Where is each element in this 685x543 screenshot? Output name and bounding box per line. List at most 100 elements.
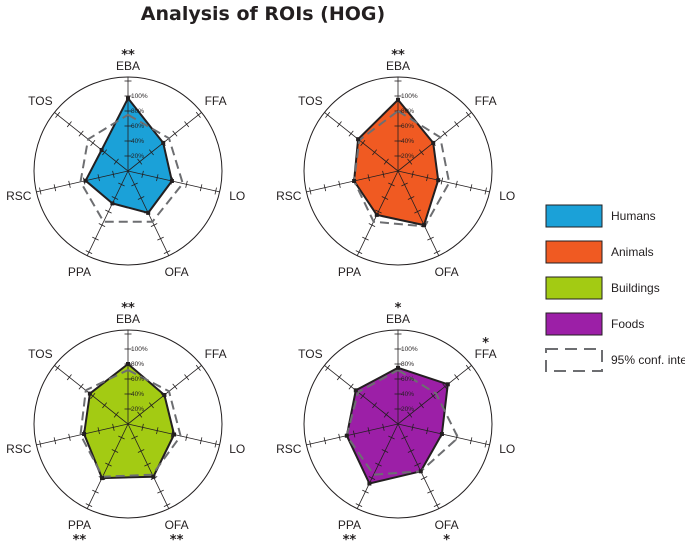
spoke-tick bbox=[157, 489, 164, 494]
spoke-tick bbox=[407, 411, 413, 418]
spoke bbox=[397, 170, 490, 193]
spoke-tick bbox=[426, 174, 429, 182]
axis-label-rsc: RSC bbox=[6, 442, 32, 456]
radial-tick-label: 20% bbox=[131, 153, 144, 160]
spoke-tick bbox=[375, 209, 382, 214]
spoke-tick bbox=[55, 364, 61, 371]
data-point bbox=[396, 97, 400, 102]
significance-eba: ** bbox=[121, 301, 135, 316]
spoke-tick bbox=[442, 130, 448, 137]
legend-swatch-ci bbox=[545, 348, 603, 372]
data-polygon bbox=[83, 363, 176, 480]
legend-label: Buildings bbox=[611, 281, 660, 295]
legend-item-3: Buildings bbox=[545, 276, 660, 300]
data-point bbox=[172, 432, 177, 437]
spoke-tick bbox=[414, 462, 421, 467]
significance-ppa: ** bbox=[343, 533, 357, 543]
data-point bbox=[110, 201, 115, 206]
spoke-tick bbox=[195, 364, 201, 371]
spoke bbox=[324, 112, 399, 172]
spoke-tick bbox=[105, 462, 112, 467]
spoke-tick bbox=[388, 182, 395, 187]
spoke-tick bbox=[214, 440, 217, 448]
data-point bbox=[126, 96, 130, 101]
spoke-tick bbox=[323, 437, 327, 445]
radial-tick-label: 80% bbox=[131, 108, 144, 115]
spoke-tick bbox=[411, 423, 414, 431]
data-point bbox=[418, 469, 423, 474]
spoke-tick bbox=[427, 236, 434, 241]
data-point bbox=[396, 365, 400, 370]
spoke-tick bbox=[78, 130, 84, 137]
radial-tick-label: 60% bbox=[401, 376, 414, 383]
data-point bbox=[439, 432, 444, 436]
data-point bbox=[445, 382, 450, 387]
spoke-tick bbox=[148, 149, 154, 156]
spoke-tick bbox=[97, 427, 100, 435]
spoke-tick bbox=[383, 411, 389, 418]
spoke-tick bbox=[407, 196, 415, 200]
spoke-tick bbox=[137, 196, 145, 200]
spoke-tick bbox=[418, 402, 424, 409]
spoke-tick bbox=[102, 149, 108, 156]
data-point bbox=[161, 140, 166, 145]
spoke-tick bbox=[85, 503, 93, 507]
axis-label-lo: LO bbox=[229, 189, 245, 203]
spoke-tick bbox=[137, 158, 143, 165]
spoke-tick bbox=[163, 250, 171, 254]
spoke-tick bbox=[170, 430, 174, 438]
legend-swatch bbox=[545, 276, 603, 300]
spoke-tick bbox=[92, 236, 99, 241]
spoke-tick bbox=[355, 503, 363, 507]
radial-tick-label: 100% bbox=[131, 346, 148, 353]
axis-label-tos: TOS bbox=[28, 94, 52, 108]
spoke bbox=[36, 170, 129, 193]
spoke-tick bbox=[348, 383, 354, 390]
spoke-tick bbox=[156, 174, 159, 182]
radar-panels: 20%40%60%80%100%EBA**FFALOOFAPPARSCTOS20… bbox=[6, 48, 515, 543]
axis-label-rsc: RSC bbox=[276, 442, 302, 456]
data-point bbox=[356, 137, 361, 142]
legend-label: Animals bbox=[611, 245, 654, 259]
legend-swatch bbox=[545, 204, 603, 228]
radar-panel-foods: 20%40%60%80%100%EBA*FFA*LOOFA*PPA**RSCTO… bbox=[276, 301, 515, 543]
spoke-tick bbox=[484, 187, 487, 195]
legend-swatch bbox=[545, 312, 603, 336]
spoke-tick bbox=[430, 392, 436, 399]
axis-label-ppa: PPA bbox=[68, 518, 91, 532]
spoke-tick bbox=[98, 223, 106, 227]
spoke-tick bbox=[141, 170, 144, 178]
spoke bbox=[324, 365, 399, 425]
data-point bbox=[83, 178, 88, 183]
data-point bbox=[82, 432, 87, 436]
spoke bbox=[397, 423, 440, 509]
spoke-tick bbox=[150, 223, 158, 227]
spoke-tick bbox=[55, 111, 61, 118]
axis-label-ffa: FFA bbox=[205, 94, 227, 108]
legend-label: Foods bbox=[611, 317, 644, 331]
data-point bbox=[352, 179, 357, 183]
radial-tick-label: 20% bbox=[401, 406, 414, 413]
legend-item-4: Foods bbox=[545, 312, 644, 336]
spoke-tick bbox=[454, 121, 460, 128]
spoke-tick bbox=[78, 383, 84, 390]
axis-label-lo: LO bbox=[499, 442, 515, 456]
data-point bbox=[367, 481, 372, 486]
spoke bbox=[86, 170, 129, 256]
spoke-tick bbox=[325, 364, 331, 371]
spoke-tick bbox=[92, 489, 99, 494]
axis-label-lo: LO bbox=[499, 189, 515, 203]
spoke-tick bbox=[102, 402, 108, 409]
data-point bbox=[374, 212, 379, 217]
radial-tick-label: 40% bbox=[131, 138, 144, 145]
axis-label-ppa: PPA bbox=[338, 518, 361, 532]
spoke-tick bbox=[360, 139, 366, 146]
spoke-tick bbox=[368, 223, 376, 227]
spoke-tick bbox=[172, 130, 178, 137]
axis-label-tos: TOS bbox=[28, 347, 52, 361]
spoke-tick bbox=[118, 182, 125, 187]
spoke-tick bbox=[348, 130, 354, 137]
spoke-tick bbox=[111, 196, 119, 200]
legend-item-5: 95% conf. interval bbox=[545, 348, 685, 372]
spoke-tick bbox=[184, 121, 190, 128]
